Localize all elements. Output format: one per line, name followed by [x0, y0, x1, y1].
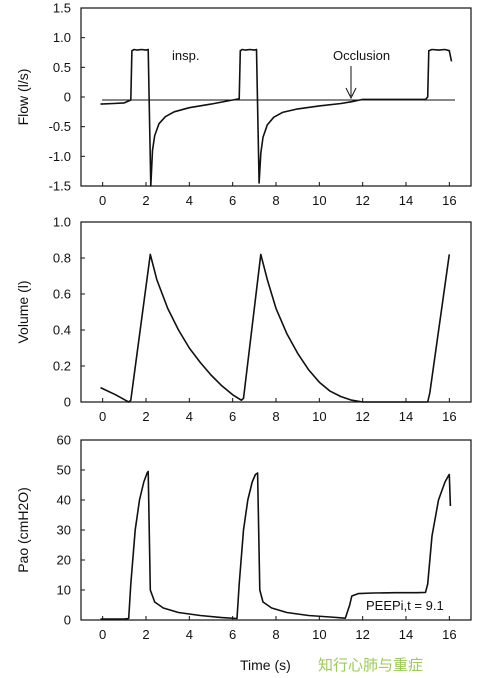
volume-y-tick-label: 1.0 [53, 215, 71, 230]
flow-x-tick-label: 4 [186, 193, 193, 208]
flow-series [100, 48, 453, 187]
volume-x-tick-label: 10 [312, 409, 326, 424]
pao-x-tick-label: 6 [229, 627, 236, 642]
flow-y-tick-label: 0.5 [53, 60, 71, 75]
insp-annotation: insp. [172, 48, 199, 63]
flow-y-tick-label: 1.0 [53, 30, 71, 45]
flow-plot-frame [80, 7, 472, 187]
pao-y-tick-label: 40 [57, 493, 71, 508]
pao-x-tick-label: 14 [399, 627, 413, 642]
occlusion-annotation: Occlusion [333, 48, 390, 63]
volume-x-tick-label: 16 [442, 409, 456, 424]
volume-x-tick-label: 6 [229, 409, 236, 424]
pao-y-tick-label: 30 [57, 523, 71, 538]
pao-x-tick-label: 16 [442, 627, 456, 642]
pao-y-tick-label: 20 [57, 553, 71, 568]
pao-x-tick-label: 2 [142, 627, 149, 642]
volume-x-tick-label: 2 [142, 409, 149, 424]
pao-y-tick-label: 60 [57, 433, 71, 448]
occlusion-arrow-head [345, 87, 357, 100]
pao-x-tick-label: 8 [272, 627, 279, 642]
volume-ticks: 0 2 4 6 8 10 12 14 16 0 0.2 0.4 0.6 0.8 1.0 [53, 215, 457, 425]
pao-x-tick-label: 0 [99, 627, 106, 642]
flow-x-tick-label: 16 [442, 193, 456, 208]
flow-y-tick-label: 1.5 [53, 1, 71, 16]
volume-x-tick-label: 14 [399, 409, 413, 424]
volume-x-tick-label: 0 [99, 409, 106, 424]
volume-series-line [100, 253, 451, 403]
pao-y-tick-label: 50 [57, 463, 71, 478]
volume-plot-frame [80, 221, 472, 403]
pao-series-line [100, 470, 452, 620]
volume-y-tick-label: 0 [64, 395, 71, 410]
flow-ticks: 0 2 4 6 8 10 12 14 16 1.5 1.0 0.5 0 -0.5 -1.0 -1.5 [49, 1, 457, 209]
volume-x-tick-label: 8 [272, 409, 279, 424]
pao-panel: 0 2 4 6 8 10 12 14 16 0 10 20 30 40 50 60 Pao (cmH2O) P… [15, 433, 472, 673]
pao-x-tick-label: 10 [312, 627, 326, 642]
occlusion-arrow [345, 66, 357, 100]
x-axis-title: Time (s) [240, 657, 291, 673]
volume-x-tick-label: 12 [355, 409, 369, 424]
volume-y-tick-label: 0.2 [53, 359, 71, 374]
flow-x-tick-label: 2 [142, 193, 149, 208]
flow-y-tick-label: -1.5 [49, 179, 71, 194]
volume-y-axis-title: Volume (l) [15, 280, 31, 343]
pao-x-tick-label: 4 [186, 627, 193, 642]
flow-x-tick-label: 12 [355, 193, 369, 208]
flow-panel: 0 2 4 6 8 10 12 14 16 1.5 1.0 0.5 0 -0.5 -1.0 -1.5 Flow… [15, 1, 472, 209]
flow-x-tick-label: 10 [312, 193, 326, 208]
volume-y-tick-label: 0.4 [53, 323, 71, 338]
volume-panel: 0 2 4 6 8 10 12 14 16 0 0.2 0.4 0.6 0.8 1.0 Volume (l) [15, 215, 472, 425]
flow-y-tick-label: -0.5 [49, 119, 71, 134]
pao-x-tick-label: 12 [355, 627, 369, 642]
pao-ticks: 0 2 4 6 8 10 12 14 16 0 10 20 30 40 50 60 [57, 433, 457, 643]
peep-annotation: PEEPi,t = 9.1 [366, 598, 444, 613]
flow-y-tick-label: 0 [64, 90, 71, 105]
flow-y-axis-title: Flow (l/s) [15, 69, 31, 126]
flow-x-tick-label: 8 [272, 193, 279, 208]
volume-x-tick-label: 4 [186, 409, 193, 424]
volume-series [100, 253, 451, 403]
volume-y-tick-label: 0.8 [53, 251, 71, 266]
pao-series [100, 470, 452, 620]
flow-x-tick-label: 0 [99, 193, 106, 208]
flow-series-line [100, 48, 453, 187]
flow-x-tick-label: 6 [229, 193, 236, 208]
pao-y-tick-label: 0 [64, 613, 71, 628]
flow-x-tick-label: 14 [399, 193, 413, 208]
flow-y-tick-label: -1.0 [49, 149, 71, 164]
watermark: 知行心肺与重症 [318, 657, 423, 674]
volume-y-tick-label: 0.6 [53, 287, 71, 302]
pao-y-axis-title: Pao (cmH2O) [15, 487, 31, 573]
pao-y-tick-label: 10 [57, 583, 71, 598]
